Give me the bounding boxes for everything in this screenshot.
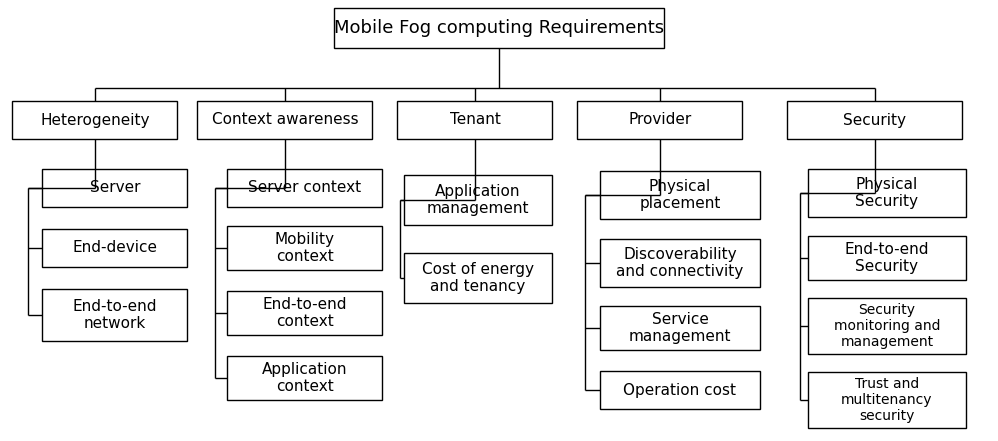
Text: Mobility
context: Mobility context: [275, 232, 335, 264]
Bar: [334, 8, 664, 48]
Text: Provider: Provider: [629, 112, 692, 127]
Text: Tenant: Tenant: [449, 112, 500, 127]
Bar: [228, 356, 382, 400]
Bar: [43, 289, 188, 341]
Text: Application
context: Application context: [262, 362, 347, 394]
Text: Cost of energy
and tenancy: Cost of energy and tenancy: [422, 262, 534, 294]
Bar: [228, 226, 382, 270]
Bar: [808, 236, 966, 280]
Text: End-to-end
network: End-to-end network: [73, 299, 158, 331]
Text: End-to-end
Security: End-to-end Security: [844, 242, 929, 274]
Bar: [198, 101, 372, 139]
Text: Server: Server: [90, 180, 141, 195]
Bar: [13, 101, 178, 139]
Bar: [808, 169, 966, 217]
Text: Physical
placement: Physical placement: [640, 179, 721, 211]
Bar: [578, 101, 743, 139]
Bar: [397, 101, 553, 139]
Text: Security
monitoring and
management: Security monitoring and management: [833, 303, 940, 349]
Text: Application
management: Application management: [427, 184, 529, 216]
Bar: [787, 101, 962, 139]
Text: Heterogeneity: Heterogeneity: [40, 112, 150, 127]
Bar: [228, 291, 382, 335]
Text: Security: Security: [843, 112, 906, 127]
Bar: [600, 171, 760, 219]
Bar: [600, 371, 760, 409]
Text: Operation cost: Operation cost: [624, 382, 737, 397]
Bar: [43, 169, 188, 207]
Text: Service
management: Service management: [629, 312, 732, 344]
Bar: [600, 306, 760, 350]
Bar: [808, 298, 966, 354]
Bar: [404, 175, 552, 225]
Text: Physical
Security: Physical Security: [855, 177, 918, 209]
Text: End-device: End-device: [73, 240, 158, 255]
Bar: [808, 372, 966, 428]
Bar: [228, 169, 382, 207]
Bar: [404, 253, 552, 303]
Text: Server context: Server context: [249, 180, 361, 195]
Text: Trust and
multitenancy
security: Trust and multitenancy security: [841, 377, 933, 423]
Text: Context awareness: Context awareness: [212, 112, 358, 127]
Text: End-to-end
context: End-to-end context: [262, 297, 347, 329]
Bar: [600, 239, 760, 287]
Bar: [43, 229, 188, 267]
Text: Discoverability
and connectivity: Discoverability and connectivity: [617, 247, 744, 279]
Text: Mobile Fog computing Requirements: Mobile Fog computing Requirements: [334, 19, 664, 37]
